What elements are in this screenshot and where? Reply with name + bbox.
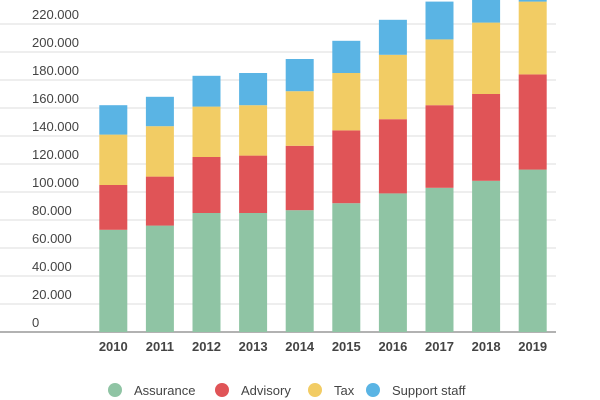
bar-segment-assurance [145, 225, 174, 332]
gridlines [0, 23, 556, 333]
bar-segment-advisory [145, 176, 174, 226]
bar-segment-support-staff [378, 19, 407, 55]
y-axis-tick-labels: 0 20.000 40.000 60.000 80.000 100.000 120.000 1… [32, 7, 79, 330]
legend-swatch [308, 383, 322, 397]
x-tick-label: 2016 [378, 339, 407, 354]
x-tick-label: 2011 [146, 339, 174, 354]
bar-segment-assurance [472, 180, 501, 332]
y-tick-label: 200.000 [32, 35, 79, 50]
legend-label: Tax [334, 383, 355, 398]
legend-item: Tax [308, 383, 355, 398]
bar-segment-support-staff [425, 1, 454, 40]
x-tick-label: 2017 [425, 339, 454, 354]
bar-segment-advisory [332, 130, 361, 204]
bar-segment-assurance [285, 210, 314, 332]
bar-segment-assurance [518, 169, 547, 332]
bar-segment-advisory [518, 74, 547, 170]
bar-segment-tax [285, 91, 314, 146]
bar-segment-advisory [239, 155, 268, 213]
y-tick-label: 40.000 [32, 259, 72, 274]
legend-label: Support staff [392, 383, 466, 398]
y-tick-label: 120.000 [32, 147, 79, 162]
x-tick-label: 2014 [285, 339, 315, 354]
bar-segment-advisory [192, 157, 221, 213]
bar-segment-tax [99, 134, 128, 185]
bar-segment-advisory [425, 105, 454, 188]
x-tick-label: 2012 [192, 339, 221, 354]
bar-segment-advisory [472, 94, 501, 181]
bar-segment-support-staff [192, 75, 221, 107]
legend-label: Assurance [134, 383, 195, 398]
bar-segment-support-staff [518, 0, 547, 2]
bar-segment-support-staff [332, 40, 361, 73]
bar-segment-tax [378, 54, 407, 120]
bar-segment-assurance [192, 213, 221, 332]
bar-segment-advisory [285, 145, 314, 211]
y-tick-label: 140.000 [32, 119, 79, 134]
x-tick-label: 2010 [99, 339, 128, 354]
legend: Assurance Advisory Tax Support staff [108, 383, 466, 398]
legend-item: Advisory [215, 383, 291, 398]
x-tick-label: 2019 [518, 339, 547, 354]
bar-segment-assurance [332, 203, 361, 332]
bar-segment-advisory [378, 119, 407, 194]
bar-segment-tax [472, 22, 501, 95]
bar-segment-tax [425, 39, 454, 106]
x-axis-tick-labels: 2010 2011 2012 2013 2014 2015 2016 2017 2018 2019 [99, 339, 547, 354]
y-tick-label: 220.000 [32, 7, 79, 22]
bar-segment-support-staff [99, 105, 128, 135]
x-tick-label: 2015 [332, 339, 361, 354]
bar-segment-assurance [425, 187, 454, 332]
bar-segment-tax [145, 126, 174, 177]
legend-item: Assurance [108, 383, 195, 398]
y-tick-label: 60.000 [32, 231, 72, 246]
legend-swatch [366, 383, 380, 397]
bar-segment-advisory [99, 185, 128, 230]
y-tick-label: 20.000 [32, 287, 72, 302]
y-tick-label: 80.000 [32, 203, 72, 218]
bar-segment-support-staff [472, 0, 501, 23]
y-tick-label: 100.000 [32, 175, 79, 190]
bar-segment-support-staff [239, 73, 268, 106]
x-tick-label: 2018 [472, 339, 501, 354]
y-tick-label: 180.000 [32, 63, 79, 78]
bar-segment-support-staff [145, 96, 174, 127]
bar-segment-support-staff [285, 59, 314, 92]
bar-segment-tax [192, 106, 221, 157]
legend-label: Advisory [241, 383, 291, 398]
y-tick-label: 160.000 [32, 91, 79, 106]
bar-segment-tax [518, 1, 547, 75]
bar-segment-assurance [378, 193, 407, 332]
legend-item: Support staff [366, 383, 466, 398]
y-tick-label: 0 [32, 315, 39, 330]
bar-segment-tax [239, 105, 268, 156]
x-tick-label: 2013 [239, 339, 268, 354]
bar-segment-tax [332, 73, 361, 131]
bar-segment-assurance [239, 213, 268, 332]
legend-swatch [108, 383, 122, 397]
bars [99, 0, 547, 332]
legend-swatch [215, 383, 229, 397]
bar-segment-assurance [99, 229, 128, 332]
